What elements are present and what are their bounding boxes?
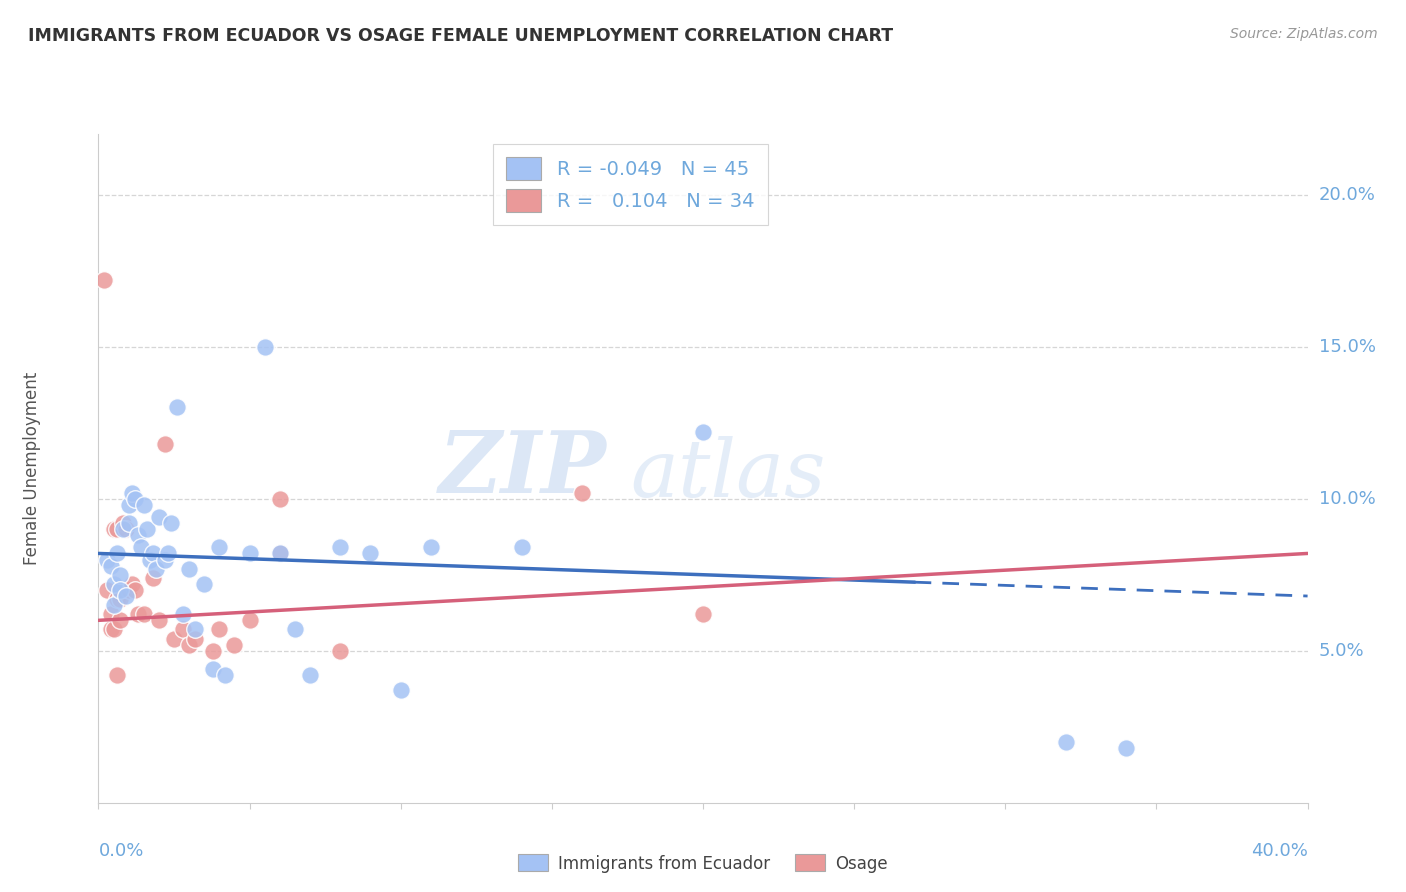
Text: 5.0%: 5.0% (1319, 641, 1364, 660)
Point (142, 571, 165, 585)
Point (108, 582, 131, 597)
Point (269, 491, 291, 506)
Text: 20.0%: 20.0% (1319, 186, 1375, 203)
Point (135, 522, 157, 536)
Point (142, 546, 165, 560)
Point (253, 340, 276, 354)
Legend: Immigrants from Ecuador, Osage: Immigrants from Ecuador, Osage (512, 847, 894, 880)
Point (108, 592, 131, 607)
Point (329, 541, 352, 555)
Point (510, 541, 533, 555)
Text: 15.0%: 15.0% (1319, 338, 1375, 356)
Point (118, 516, 141, 530)
Point (284, 623, 307, 637)
Point (124, 491, 146, 506)
Point (269, 546, 291, 560)
Text: ZIP: ZIP (439, 426, 606, 510)
Point (127, 607, 149, 622)
Text: atlas: atlas (630, 436, 825, 514)
Point (111, 516, 134, 530)
Point (114, 589, 136, 603)
Point (269, 546, 291, 560)
Text: Female Unemployment: Female Unemployment (22, 372, 41, 565)
Point (214, 668, 236, 682)
Point (692, 425, 714, 439)
Point (160, 516, 183, 530)
Point (118, 498, 141, 512)
Point (129, 541, 152, 555)
Point (153, 437, 176, 451)
Point (96, 582, 118, 597)
Point (172, 607, 194, 622)
Point (103, 577, 125, 591)
Point (156, 546, 179, 560)
Point (172, 623, 194, 637)
Point (193, 577, 215, 591)
Point (132, 498, 155, 512)
Point (177, 638, 201, 652)
Point (145, 562, 167, 576)
Point (108, 567, 131, 582)
Point (132, 607, 155, 622)
Point (389, 683, 412, 698)
Point (153, 552, 176, 566)
Point (692, 607, 714, 622)
Point (121, 577, 143, 591)
Point (224, 638, 246, 652)
Text: 10.0%: 10.0% (1319, 490, 1375, 508)
Point (360, 546, 382, 560)
Point (166, 401, 188, 415)
Point (148, 510, 170, 524)
Point (100, 558, 122, 573)
Point (208, 623, 231, 637)
Point (239, 546, 262, 560)
Point (103, 598, 125, 612)
Point (105, 546, 128, 560)
Point (148, 613, 170, 627)
Point (202, 662, 225, 676)
Point (208, 541, 231, 555)
Point (127, 528, 149, 542)
Point (103, 623, 125, 637)
Text: IMMIGRANTS FROM ECUADOR VS OSAGE FEMALE UNEMPLOYMENT CORRELATION CHART: IMMIGRANTS FROM ECUADOR VS OSAGE FEMALE … (28, 27, 893, 45)
Text: 40.0%: 40.0% (1251, 842, 1308, 860)
Point (105, 668, 128, 682)
Point (100, 607, 122, 622)
Point (93, 273, 115, 287)
Point (121, 485, 143, 500)
Point (103, 522, 125, 536)
Point (108, 613, 131, 627)
Point (100, 623, 122, 637)
Point (139, 552, 162, 566)
Point (96, 552, 118, 566)
Point (239, 613, 262, 627)
Point (124, 582, 146, 597)
Point (1054, 735, 1077, 749)
Point (202, 644, 225, 658)
Point (163, 632, 186, 646)
Point (177, 562, 201, 576)
Text: Source: ZipAtlas.com: Source: ZipAtlas.com (1230, 27, 1378, 41)
Point (1115, 741, 1137, 756)
Point (114, 522, 136, 536)
Point (419, 541, 441, 555)
Point (299, 668, 322, 682)
Point (571, 485, 593, 500)
Point (105, 592, 128, 607)
Point (329, 644, 352, 658)
Text: 0.0%: 0.0% (98, 842, 143, 860)
Point (111, 522, 134, 536)
Point (184, 632, 207, 646)
Legend: R = -0.049   N = 45, R =   0.104   N = 34: R = -0.049 N = 45, R = 0.104 N = 34 (494, 144, 768, 226)
Point (105, 522, 128, 536)
Point (184, 623, 207, 637)
Point (118, 582, 141, 597)
